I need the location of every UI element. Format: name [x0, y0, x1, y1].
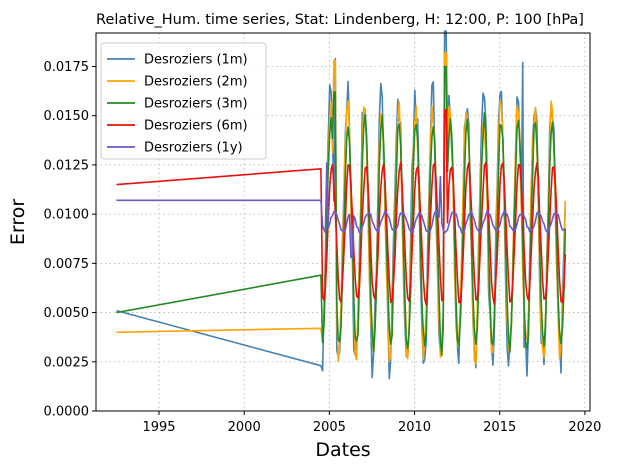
chart-title: Relative_Hum. time series, Stat: Lindenb… [96, 12, 584, 28]
y-axis-title: Error [7, 199, 29, 246]
y-tick-label: 0.0125 [44, 158, 90, 173]
x-axis-title: Dates [315, 439, 370, 461]
y-tick-label: 0.0075 [44, 257, 90, 272]
x-tick-label: 2020 [568, 420, 601, 435]
y-tick-label: 0.0100 [44, 208, 90, 223]
x-tick-label: 2005 [313, 420, 346, 435]
legend-label: Desroziers (1y) [144, 141, 243, 156]
series-line-4 [116, 109, 567, 306]
legend-box [100, 42, 267, 160]
axis-ticks: 1995 2000 2005 2010 2015 2020 0.0000 0.0025 0.00… [44, 60, 602, 435]
legend-label: Desroziers (2m) [144, 75, 248, 90]
plot-area-frame [95, 32, 591, 412]
y-tick-label: 0.0025 [44, 355, 90, 370]
legend-label: Desroziers (3m) [144, 97, 248, 112]
series-lines [116, 30, 567, 380]
x-tick-label: 1995 [142, 420, 175, 435]
y-tick-label: 0.0150 [44, 109, 90, 124]
x-tick-label: 2010 [398, 420, 431, 435]
series-line-5 [116, 162, 566, 259]
legend: Desroziers (1m) Desroziers (2m) Desroziers… [100, 42, 267, 160]
y-tick-label: 0.0000 [44, 405, 90, 420]
y-tick-label: 0.0175 [44, 60, 90, 75]
y-tick-label: 0.0050 [44, 306, 90, 321]
legend-label: Desroziers (1m) [144, 53, 248, 68]
legend-label: Desroziers (6m) [144, 119, 248, 134]
x-tick-label: 2015 [483, 420, 516, 435]
x-tick-label: 2000 [228, 420, 261, 435]
